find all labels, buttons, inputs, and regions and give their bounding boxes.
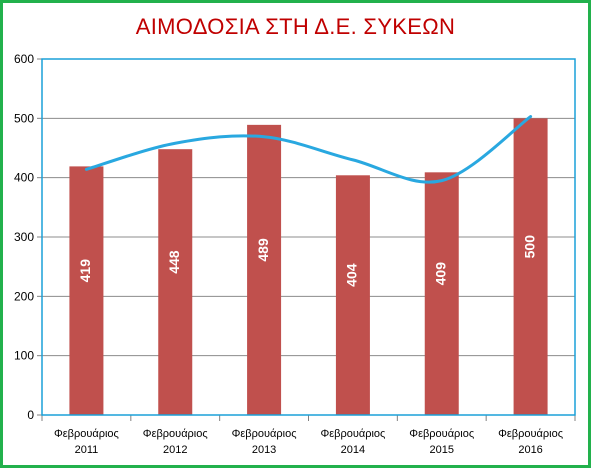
y-tick-label: 100 [14,349,34,363]
trendline [84,115,533,184]
x-category-label: 2015 [430,444,454,456]
bar-data-label: 419 [77,259,93,283]
x-category-label: 2016 [518,444,542,456]
x-category-label: 2013 [252,444,276,456]
y-tick-label: 600 [14,52,34,66]
bar [247,124,282,416]
bar-data-label: 404 [344,263,360,287]
chart-title: ΑΙΜΟΔΟΣΙΑ ΣΤΗ Δ.Ε. ΣΥΚΕΩΝ [135,14,456,39]
x-category-label: Φεβρουάριος [409,428,474,440]
y-tick-label: 500 [14,111,34,125]
bar [513,118,548,415]
y-tick-label: 200 [14,289,34,303]
x-category-label: Φεβρουάριος [54,428,119,440]
plot-area-border [41,58,576,416]
bar-data-label: 500 [521,235,537,259]
bar [158,149,193,416]
bar-data-label: 489 [255,238,271,262]
bar-data-label: 409 [432,262,448,286]
x-category-label: 2014 [341,444,365,456]
bar [69,166,104,415]
y-tick-label: 400 [14,171,34,185]
x-category-label: Φεβρουάριος [143,428,208,440]
x-category-label: 2011 [75,444,99,456]
bar-data-label: 448 [166,250,182,274]
x-category-label: Φεβρουάριος [232,428,297,440]
y-tick-label: 0 [27,408,34,422]
x-category-label: Φεβρουάριος [320,428,385,440]
x-category-label: 2012 [163,444,187,456]
bar [424,172,459,415]
x-category-label: Φεβρουάριος [498,428,563,440]
y-tick-label: 300 [14,230,34,244]
bar [335,175,370,415]
